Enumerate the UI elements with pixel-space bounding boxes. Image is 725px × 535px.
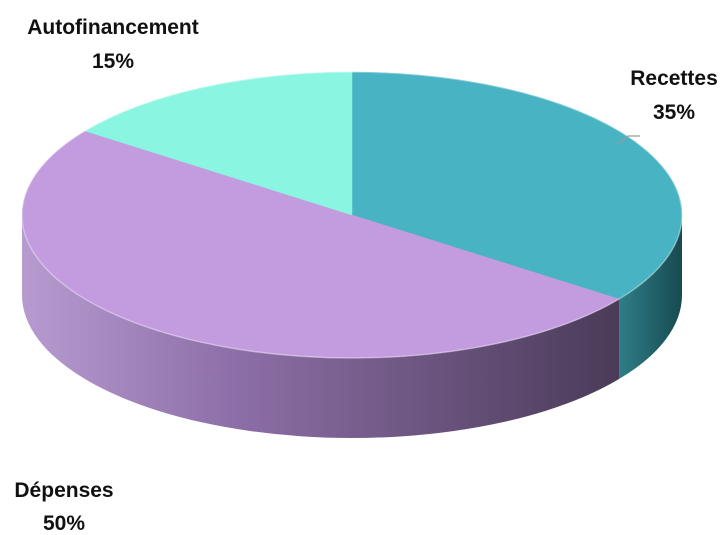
label-depenses-name: Dépenses	[14, 479, 113, 502]
label-recettes-value: 35%	[653, 101, 695, 124]
slice-autofinancement	[84, 71, 353, 216]
slice-side-recettes	[618, 215, 682, 380]
label-autofinancement-name: Autofinancement	[27, 16, 199, 39]
pie-rim-highlight	[21, 71, 683, 359]
slice-depenses	[21, 130, 620, 359]
slice-recettes	[351, 71, 683, 300]
label-autofinancement-value: 15%	[92, 50, 134, 73]
pie-tops	[21, 71, 683, 359]
slice-side-depenses	[21, 215, 619, 438]
recettes-leader-line	[617, 135, 640, 145]
pie-sides	[21, 215, 682, 438]
label-recettes-name: Recettes	[630, 67, 718, 90]
label-depenses-value: 50%	[43, 512, 85, 535]
